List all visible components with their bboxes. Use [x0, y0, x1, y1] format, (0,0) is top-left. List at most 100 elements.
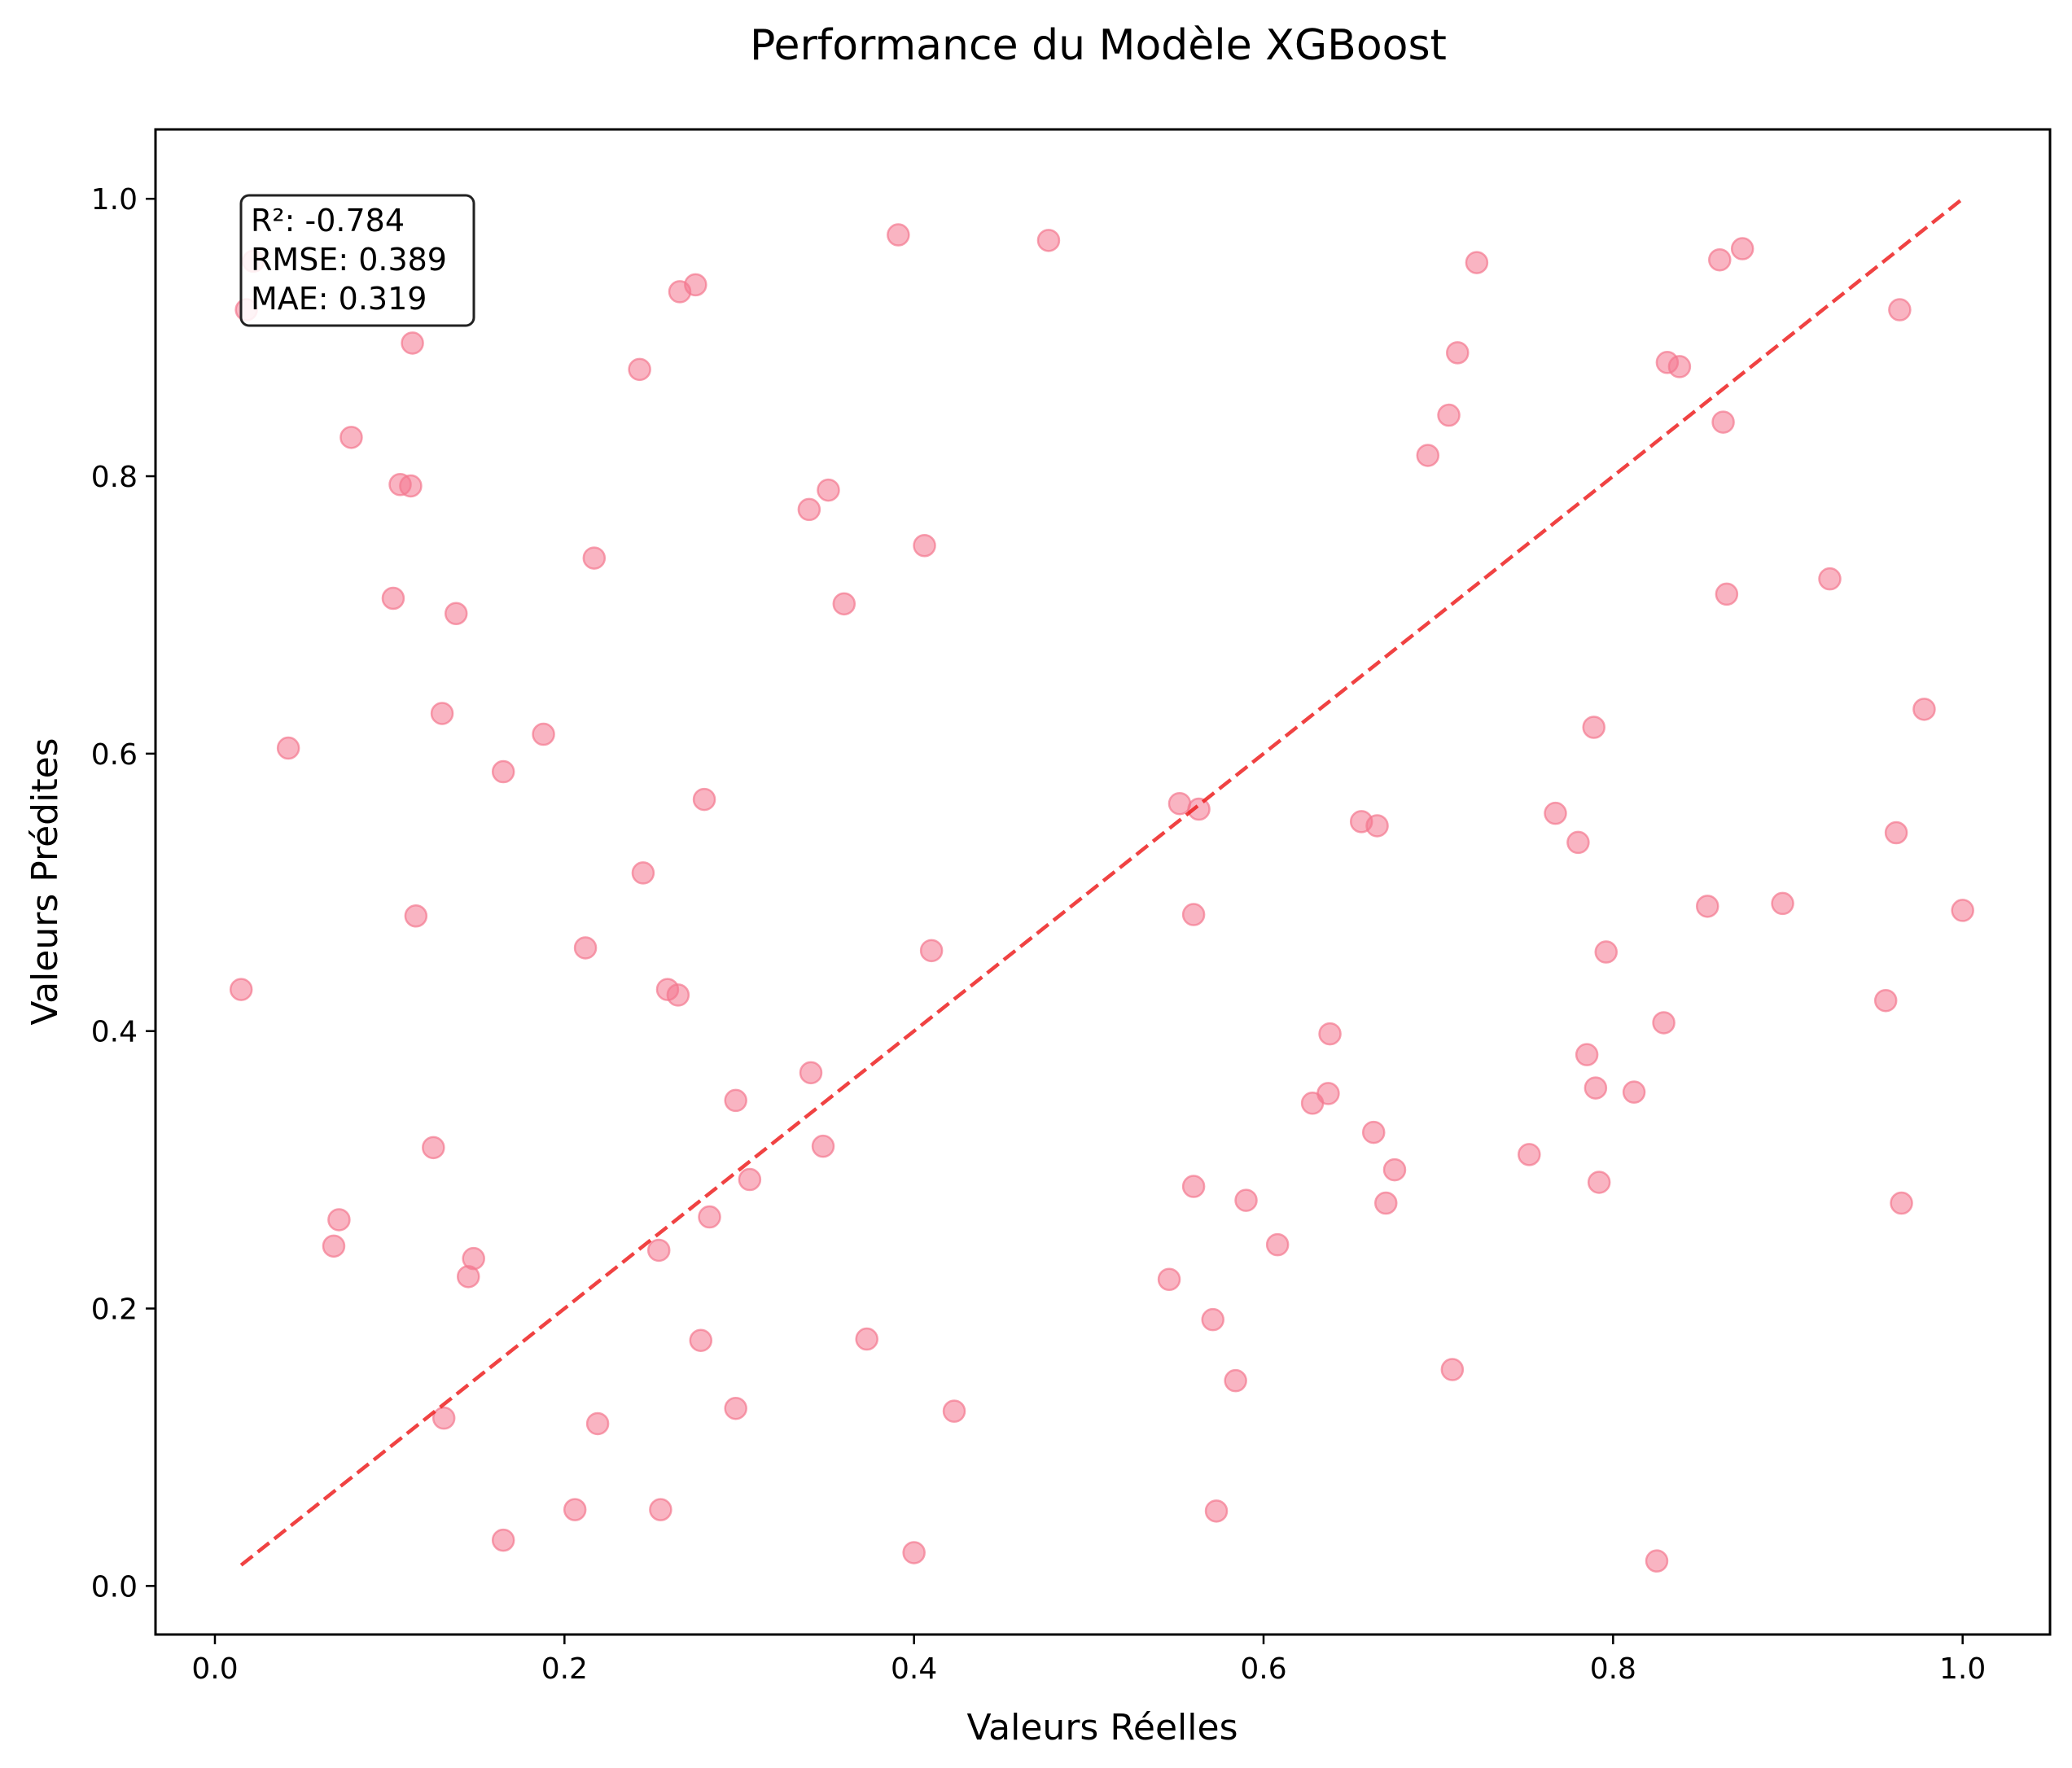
x-tick-label: 0.2 — [541, 1652, 588, 1686]
data-point — [1437, 403, 1461, 427]
data-point — [585, 1411, 610, 1436]
data-point — [491, 1528, 515, 1552]
data-point — [1361, 1120, 1386, 1144]
data-point — [919, 939, 944, 963]
data-point — [563, 1498, 587, 1521]
data-point — [724, 1088, 747, 1113]
data-point — [832, 592, 856, 616]
data-point — [1884, 821, 1908, 845]
x-tick-label: 0.4 — [891, 1652, 937, 1686]
data-point — [1587, 1171, 1611, 1194]
chart-title: Performance du Modèle XGBoost — [750, 21, 1447, 70]
data-point — [1544, 801, 1567, 825]
data-point — [1818, 567, 1842, 591]
x-tick-label: 0.0 — [191, 1652, 238, 1686]
data-point — [1594, 940, 1618, 964]
data-point — [646, 1238, 671, 1263]
data-point — [229, 978, 253, 1001]
data-point — [276, 736, 300, 760]
data-point — [738, 1167, 762, 1192]
data-point — [322, 1234, 346, 1258]
data-point — [628, 357, 651, 382]
data-point — [1575, 1043, 1599, 1066]
data-point — [1157, 1267, 1181, 1291]
data-point — [381, 586, 405, 610]
data-point — [649, 1498, 672, 1521]
stats-box-frame — [239, 194, 475, 327]
data-point — [1365, 814, 1389, 838]
data-point — [692, 787, 716, 812]
y-tick-label: 1.0 — [91, 183, 138, 217]
data-point — [1566, 830, 1590, 855]
data-point — [1224, 1368, 1247, 1393]
data-point — [1265, 1232, 1290, 1257]
y-tick-label: 0.2 — [91, 1293, 138, 1327]
data-point — [1715, 582, 1739, 606]
data-point — [1204, 1499, 1229, 1523]
y-tick-label: 0.4 — [91, 1016, 138, 1049]
data-point — [532, 722, 555, 746]
data-point — [724, 1396, 747, 1420]
data-point — [1912, 698, 1936, 721]
stats-mae: MAE: 0.319 — [251, 281, 427, 317]
data-points — [229, 223, 1974, 1573]
y-tick-label: 0.0 — [91, 1570, 138, 1604]
data-point — [431, 1406, 456, 1430]
data-point — [689, 1328, 713, 1352]
data-point — [1890, 1191, 1913, 1215]
x-tick-label: 1.0 — [1939, 1652, 1986, 1686]
y-axis-label: Valeurs Prédites — [24, 737, 66, 1025]
data-point — [399, 474, 423, 498]
data-point — [404, 904, 428, 928]
data-point — [631, 861, 655, 885]
data-point — [1465, 251, 1489, 274]
y-tick-label: 0.8 — [91, 461, 138, 494]
data-point — [339, 426, 363, 449]
data-point — [913, 533, 936, 558]
data-point — [1036, 229, 1061, 252]
data-point — [573, 936, 598, 960]
data-point — [1645, 1549, 1669, 1573]
data-point — [422, 1136, 445, 1160]
data-point — [1873, 988, 1898, 1013]
data-point — [582, 546, 607, 570]
stats-rmse: RMSE: 0.389 — [251, 242, 447, 278]
y-axis: 0.0 0.2 0.4 0.6 0.8 1.0 — [91, 183, 156, 1604]
plot-frame — [154, 128, 2052, 1636]
data-point — [1167, 791, 1192, 816]
data-point — [491, 759, 515, 784]
data-point — [1416, 444, 1440, 467]
data-point — [1187, 797, 1211, 821]
data-point — [942, 1399, 966, 1423]
data-point — [1181, 1175, 1206, 1198]
data-point — [1708, 247, 1732, 272]
data-point — [1652, 1011, 1676, 1035]
data-point — [430, 702, 454, 725]
data-point — [684, 273, 707, 297]
data-point — [1181, 903, 1206, 926]
data-point — [1951, 899, 1974, 922]
data-point — [1318, 1022, 1342, 1046]
data-point — [797, 497, 821, 522]
data-point — [666, 983, 690, 1007]
data-point — [1888, 298, 1912, 322]
data-point — [1584, 1076, 1608, 1100]
data-point — [444, 602, 468, 625]
data-point — [462, 1246, 485, 1271]
data-point — [1730, 237, 1754, 260]
data-point — [1518, 1143, 1541, 1166]
data-point — [1234, 1188, 1258, 1212]
data-point — [1771, 891, 1794, 916]
data-point — [855, 1327, 878, 1351]
data-point — [1440, 1358, 1465, 1381]
data-point — [327, 1208, 351, 1232]
data-point — [1582, 716, 1605, 739]
data-point — [1316, 1082, 1340, 1105]
stats-box: R²: -0.784 RMSE: 0.389 MAE: 0.319 — [239, 194, 475, 327]
y-tick-label: 0.6 — [91, 738, 138, 772]
x-tick-label: 0.6 — [1240, 1652, 1286, 1686]
x-tick-label: 0.8 — [1590, 1652, 1636, 1686]
data-point — [1667, 355, 1692, 379]
data-point — [1382, 1158, 1407, 1182]
